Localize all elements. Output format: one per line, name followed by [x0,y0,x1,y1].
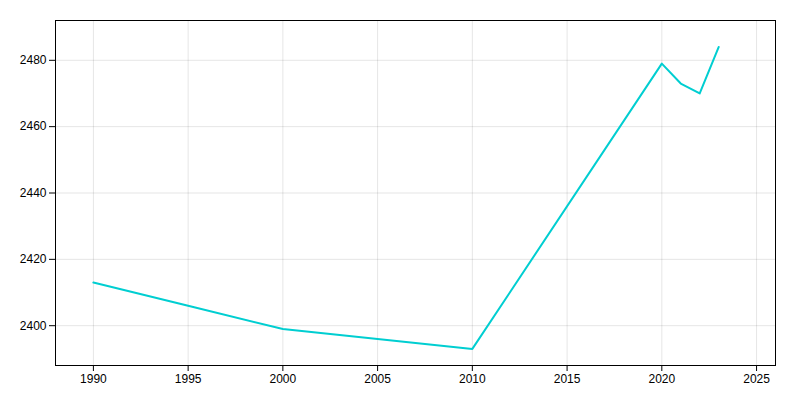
svg-text:1995: 1995 [175,372,202,386]
svg-text:2440: 2440 [20,186,47,200]
svg-text:2025: 2025 [743,372,770,386]
svg-text:2420: 2420 [20,252,47,266]
svg-text:2400: 2400 [20,319,47,333]
svg-text:2015: 2015 [554,372,581,386]
svg-text:2020: 2020 [648,372,675,386]
svg-text:2005: 2005 [364,372,391,386]
svg-text:1990: 1990 [80,372,107,386]
svg-text:2000: 2000 [270,372,297,386]
svg-text:2480: 2480 [20,53,47,67]
svg-text:2010: 2010 [459,372,486,386]
svg-text:2460: 2460 [20,119,47,133]
